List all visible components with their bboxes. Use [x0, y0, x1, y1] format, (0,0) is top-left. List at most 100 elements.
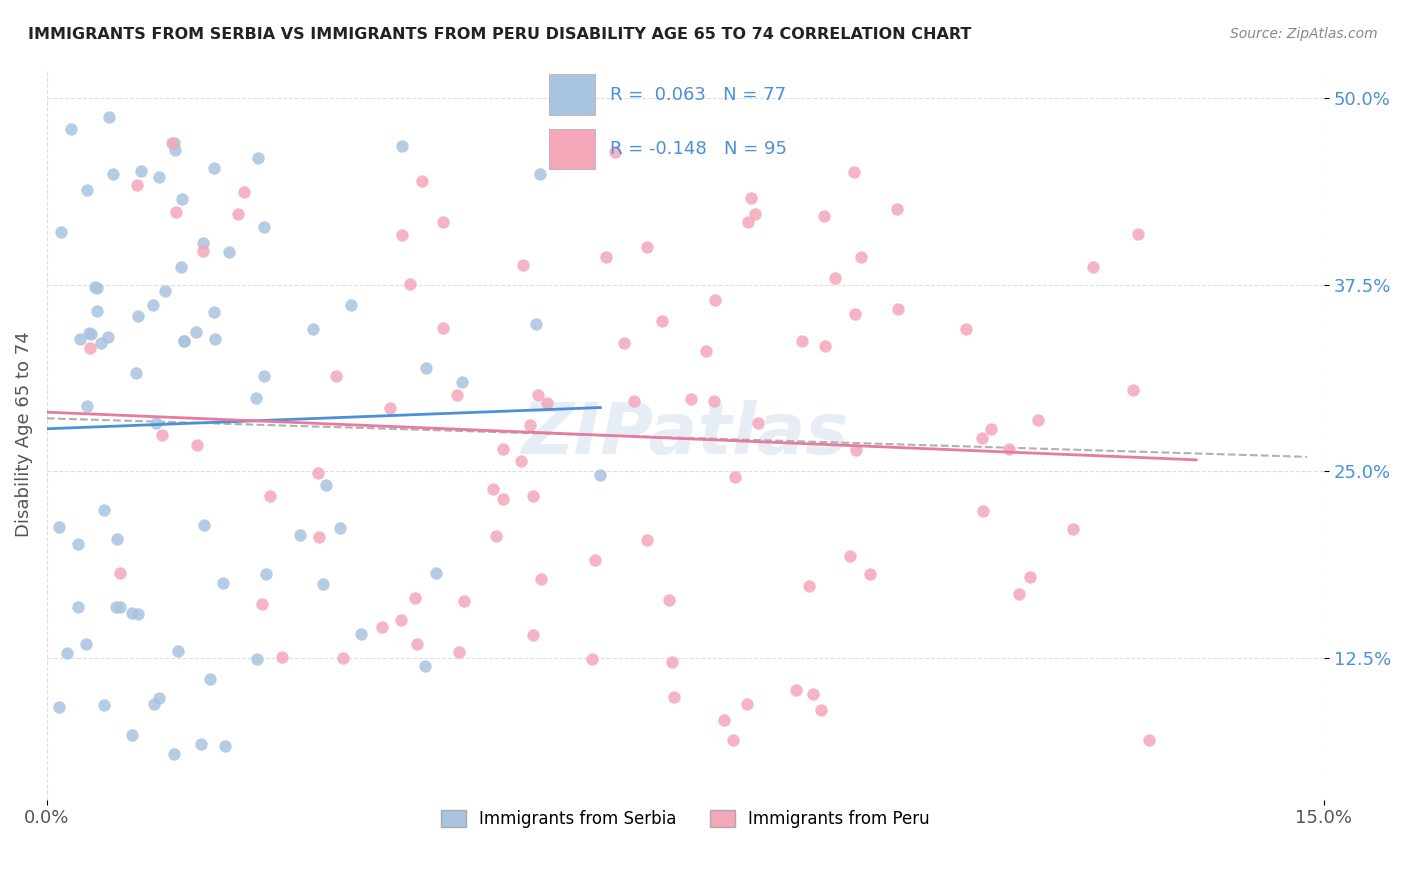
- Point: [704, 293, 727, 307]
- Point: [84, 280, 107, 294]
- Point: [142, 298, 165, 312]
- Point: [193, 518, 215, 533]
- Point: [145, 416, 167, 430]
- Point: [1018, 570, 1040, 584]
- Point: [204, 332, 226, 346]
- Point: [790, 334, 813, 348]
- Point: [1008, 587, 1031, 601]
- Point: [1083, 260, 1105, 274]
- Point: [747, 416, 769, 430]
- Point: [163, 136, 186, 150]
- Point: [721, 732, 744, 747]
- Point: [681, 392, 703, 406]
- Point: [526, 317, 548, 331]
- Point: [48, 520, 70, 534]
- Point: [955, 322, 977, 336]
- Point: [530, 572, 553, 586]
- Point: [332, 651, 354, 665]
- Point: [801, 688, 824, 702]
- Point: [79, 341, 101, 355]
- Point: [245, 391, 267, 405]
- Point: [226, 207, 249, 221]
- Point: [1126, 227, 1149, 242]
- Point: [485, 529, 508, 543]
- Point: [527, 388, 550, 402]
- Point: [651, 313, 673, 327]
- Point: [77, 326, 100, 340]
- Point: [166, 644, 188, 658]
- Point: [998, 442, 1021, 456]
- Point: [190, 737, 212, 751]
- Point: [797, 579, 820, 593]
- Point: [127, 309, 149, 323]
- Point: [636, 240, 658, 254]
- Point: [108, 566, 131, 580]
- Point: [329, 521, 352, 535]
- Point: [451, 375, 474, 389]
- Point: [186, 437, 208, 451]
- Point: [1028, 413, 1050, 427]
- Point: [411, 174, 433, 188]
- Point: [657, 593, 679, 607]
- Point: [886, 202, 908, 217]
- Point: [202, 161, 225, 175]
- Text: R =  0.063   N = 77: R = 0.063 N = 77: [610, 86, 786, 103]
- Point: [101, 168, 124, 182]
- Point: [93, 503, 115, 517]
- Point: [844, 307, 866, 321]
- Point: [432, 215, 454, 229]
- Point: [519, 417, 541, 432]
- Point: [405, 591, 427, 606]
- Point: [165, 205, 187, 219]
- Point: [603, 145, 626, 160]
- Point: [849, 250, 872, 264]
- Point: [510, 454, 533, 468]
- Text: ZIPatlas: ZIPatlas: [522, 400, 849, 468]
- Point: [200, 673, 222, 687]
- Point: [104, 600, 127, 615]
- Point: [713, 714, 735, 728]
- Point: [1137, 732, 1160, 747]
- Point: [824, 270, 846, 285]
- Point: [86, 304, 108, 318]
- Point: [129, 164, 152, 178]
- Point: [492, 491, 515, 506]
- Point: [247, 151, 270, 165]
- Point: [391, 227, 413, 242]
- Point: [315, 477, 337, 491]
- Point: [371, 620, 394, 634]
- Point: [233, 185, 256, 199]
- Point: [415, 361, 437, 376]
- Point: [389, 613, 412, 627]
- Point: [211, 576, 233, 591]
- Point: [259, 489, 281, 503]
- Point: [636, 533, 658, 547]
- Point: [845, 443, 868, 458]
- Point: [173, 334, 195, 348]
- Point: [695, 343, 717, 358]
- Point: [308, 530, 330, 544]
- Point: [271, 650, 294, 665]
- Point: [887, 301, 910, 316]
- Point: [98, 110, 121, 124]
- Point: [492, 442, 515, 457]
- Point: [184, 325, 207, 339]
- Point: [56, 647, 79, 661]
- Point: [202, 305, 225, 319]
- Point: [254, 567, 277, 582]
- Point: [425, 566, 447, 580]
- Point: [302, 322, 325, 336]
- Point: [529, 167, 551, 181]
- Point: [150, 428, 173, 442]
- Point: [413, 659, 436, 673]
- Point: [67, 537, 90, 551]
- Point: [218, 245, 240, 260]
- Point: [340, 298, 363, 312]
- Point: [191, 244, 214, 258]
- Point: [173, 334, 195, 348]
- Point: [972, 431, 994, 445]
- Point: [97, 330, 120, 344]
- Text: R = -0.148   N = 95: R = -0.148 N = 95: [610, 140, 787, 159]
- Point: [75, 637, 97, 651]
- Point: [980, 422, 1002, 436]
